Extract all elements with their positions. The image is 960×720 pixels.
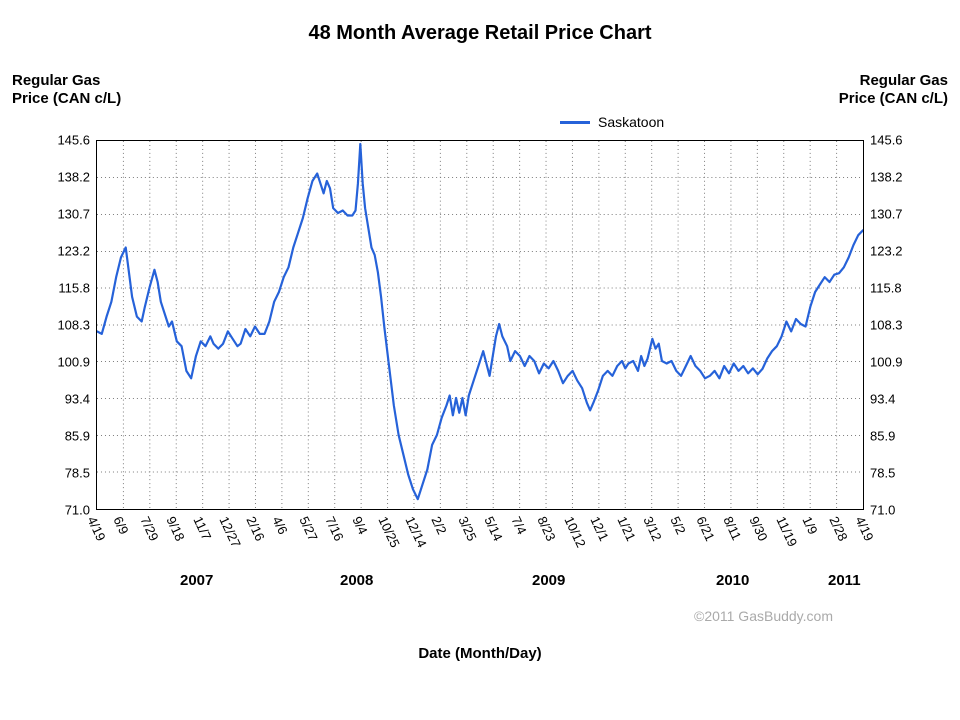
y-tick-label: 108.3 [870,318,912,333]
y-tick-label: 71.0 [48,503,90,518]
year-label: 2008 [340,572,373,589]
x-tick-label: 4/19 [852,514,876,543]
chart-canvas: { "chart": { "type": "line", "title": "4… [0,0,960,720]
x-tick-label: 8/23 [535,514,559,543]
x-axis-label: Date (Month/Day) [0,645,960,662]
y-tick-label: 93.4 [48,391,90,406]
x-tick-label: 7/16 [323,514,347,543]
y-tick-label: 78.5 [870,465,912,480]
y-tick-label: 130.7 [870,206,912,221]
legend-label: Saskatoon [598,114,664,130]
y-tick-label: 108.3 [48,318,90,333]
y-axis-title-left: Regular Gas Price (CAN c/L) [12,72,121,108]
copyright-text: ©2011 GasBuddy.com [694,608,833,624]
y-tick-label: 85.9 [48,429,90,444]
x-tick-label: 3/25 [455,514,479,543]
x-tick-label: 12/1 [588,514,612,543]
y-tick-label: 130.7 [48,206,90,221]
x-tick-label: 12/27 [217,514,244,550]
chart-title: 48 Month Average Retail Price Chart [0,22,960,45]
x-tick-label: 6/21 [693,514,717,543]
x-tick-label: 7/29 [137,514,161,543]
x-tick-label: 4/19 [84,514,108,543]
x-tick-label: 10/25 [376,514,403,550]
x-tick-label: 10/12 [561,514,588,550]
x-tick-label: 11/19 [773,514,800,549]
x-tick-label: 2/28 [826,514,850,543]
y-tick-label: 115.8 [48,280,90,295]
x-tick-label: 12/14 [402,514,429,550]
x-tick-label: 1/21 [614,514,638,543]
chart-svg [97,141,863,509]
x-tick-label: 5/14 [482,514,506,543]
x-tick-label: 9/4 [349,514,370,537]
x-tick-label: 11/7 [190,514,214,542]
x-tick-label: 7/4 [508,514,529,537]
y-tick-label: 71.0 [870,503,912,518]
x-tick-label: 9/18 [164,514,188,543]
x-tick-label: 8/11 [720,514,744,542]
x-tick-label: 9/30 [746,514,770,543]
plot-area [96,140,864,510]
year-label: 2007 [180,572,213,589]
x-tick-label: 2/2 [429,514,450,537]
y-tick-label: 138.2 [870,169,912,184]
x-tick-label: 4/6 [270,514,291,537]
y-tick-label: 138.2 [48,169,90,184]
y-tick-label: 93.4 [870,391,912,406]
x-tick-label: 2/16 [243,514,267,543]
year-label: 2010 [716,572,749,589]
y-axis-title-right: Regular Gas Price (CAN c/L) [839,72,948,108]
y-tick-label: 85.9 [870,429,912,444]
y-tick-label: 145.6 [870,133,912,148]
y-tick-label: 100.9 [48,354,90,369]
legend: Saskatoon [560,114,664,130]
y-tick-label: 100.9 [870,354,912,369]
x-tick-label: 5/2 [667,514,688,537]
y-tick-label: 115.8 [870,280,912,295]
y-tick-label: 78.5 [48,465,90,480]
y-tick-label: 145.6 [48,133,90,148]
y-tick-label: 123.2 [48,244,90,259]
year-label: 2009 [532,572,565,589]
y-tick-label: 123.2 [870,244,912,259]
x-tick-label: 1/9 [799,514,820,537]
legend-swatch [560,121,590,124]
x-tick-label: 6/9 [111,514,132,537]
x-tick-label: 3/12 [641,514,665,543]
year-label: 2011 [828,572,861,589]
x-tick-label: 5/27 [296,514,320,543]
